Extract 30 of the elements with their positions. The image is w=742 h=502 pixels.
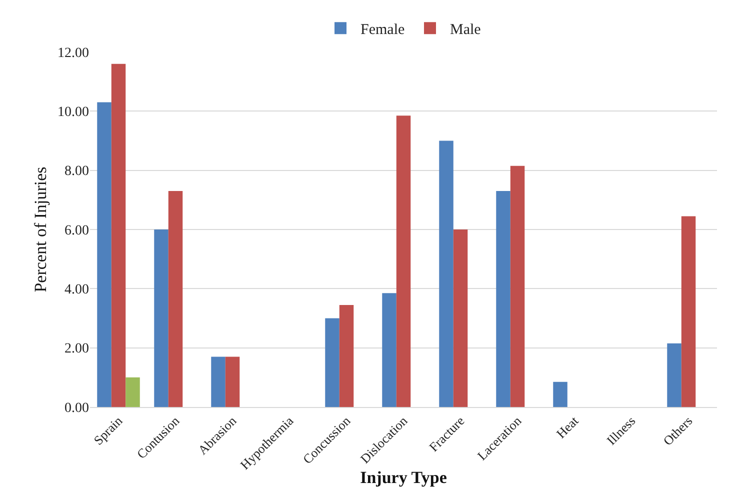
bar (111, 64, 126, 407)
y-axis-title: Percent of Injuries (31, 166, 50, 292)
bar (325, 318, 340, 407)
bar (211, 356, 226, 407)
bar (339, 304, 354, 407)
y-tick-label: 2.00 (64, 342, 89, 357)
x-tick-label: Heat (553, 412, 582, 442)
y-tick-label: 4.00 (64, 282, 89, 298)
bar (553, 382, 568, 407)
y-tick-label: 10.00 (58, 105, 89, 120)
bar (396, 116, 411, 407)
bar (126, 377, 140, 407)
bar (97, 102, 112, 407)
legend-label: Male (450, 22, 482, 38)
bar (439, 140, 454, 407)
bar (382, 293, 396, 407)
bar (453, 230, 468, 407)
x-axis-title: Injury Type (360, 468, 448, 488)
legend-label: Female (360, 22, 405, 38)
bar (681, 216, 696, 407)
y-tick-label: 6.00 (64, 223, 89, 238)
bar (510, 166, 525, 407)
bar (667, 343, 682, 407)
bar (168, 191, 183, 407)
bar (225, 356, 240, 407)
y-tick-label: 8.00 (64, 164, 89, 180)
y-tick-label: 12.00 (58, 46, 89, 61)
bar (496, 191, 510, 407)
y-tick-label: 0.00 (64, 400, 89, 416)
bar (154, 230, 168, 407)
